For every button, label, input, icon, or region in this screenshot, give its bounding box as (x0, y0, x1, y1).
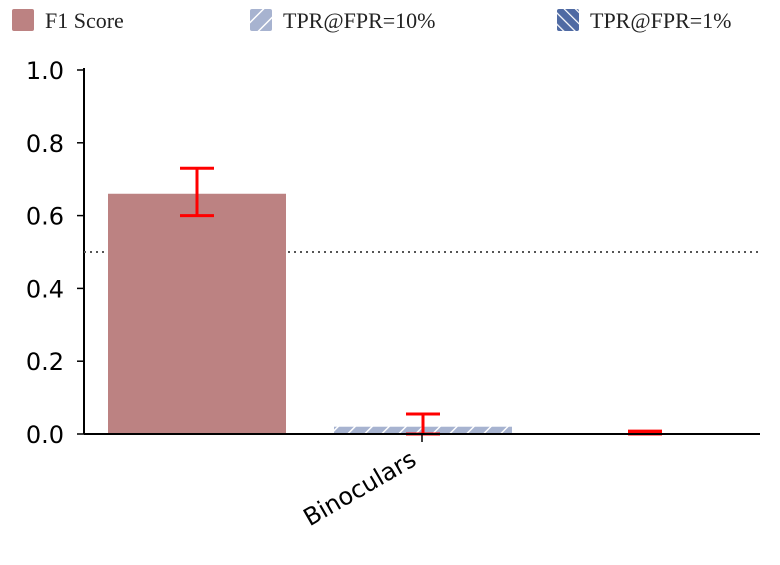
x-tick-label: Binoculars (299, 445, 421, 532)
legend-label: F1 Score (45, 8, 124, 33)
legend-label: TPR@FPR=1% (590, 8, 732, 33)
y-tick-label: 1.0 (26, 57, 64, 85)
x-axis: Binoculars (84, 433, 760, 532)
legend-swatch (12, 9, 34, 31)
y-tick-label: 0.2 (26, 348, 64, 376)
legend-swatch (250, 9, 272, 31)
y-tick-label: 0.4 (26, 275, 64, 303)
legend-swatch (557, 9, 579, 31)
legend-label: TPR@FPR=10% (283, 8, 436, 33)
y-tick-label: 0.0 (26, 421, 64, 449)
y-tick-label: 0.8 (26, 130, 64, 158)
legend: F1 Score TPR@FPR=10% TPR@FPR=1% (12, 8, 732, 33)
bars (108, 193, 512, 434)
bar-f1-score (108, 193, 286, 434)
y-tick-label: 0.6 (26, 203, 64, 231)
y-axis: 0.0 0.2 0.4 0.6 0.8 1.0 (26, 57, 85, 449)
